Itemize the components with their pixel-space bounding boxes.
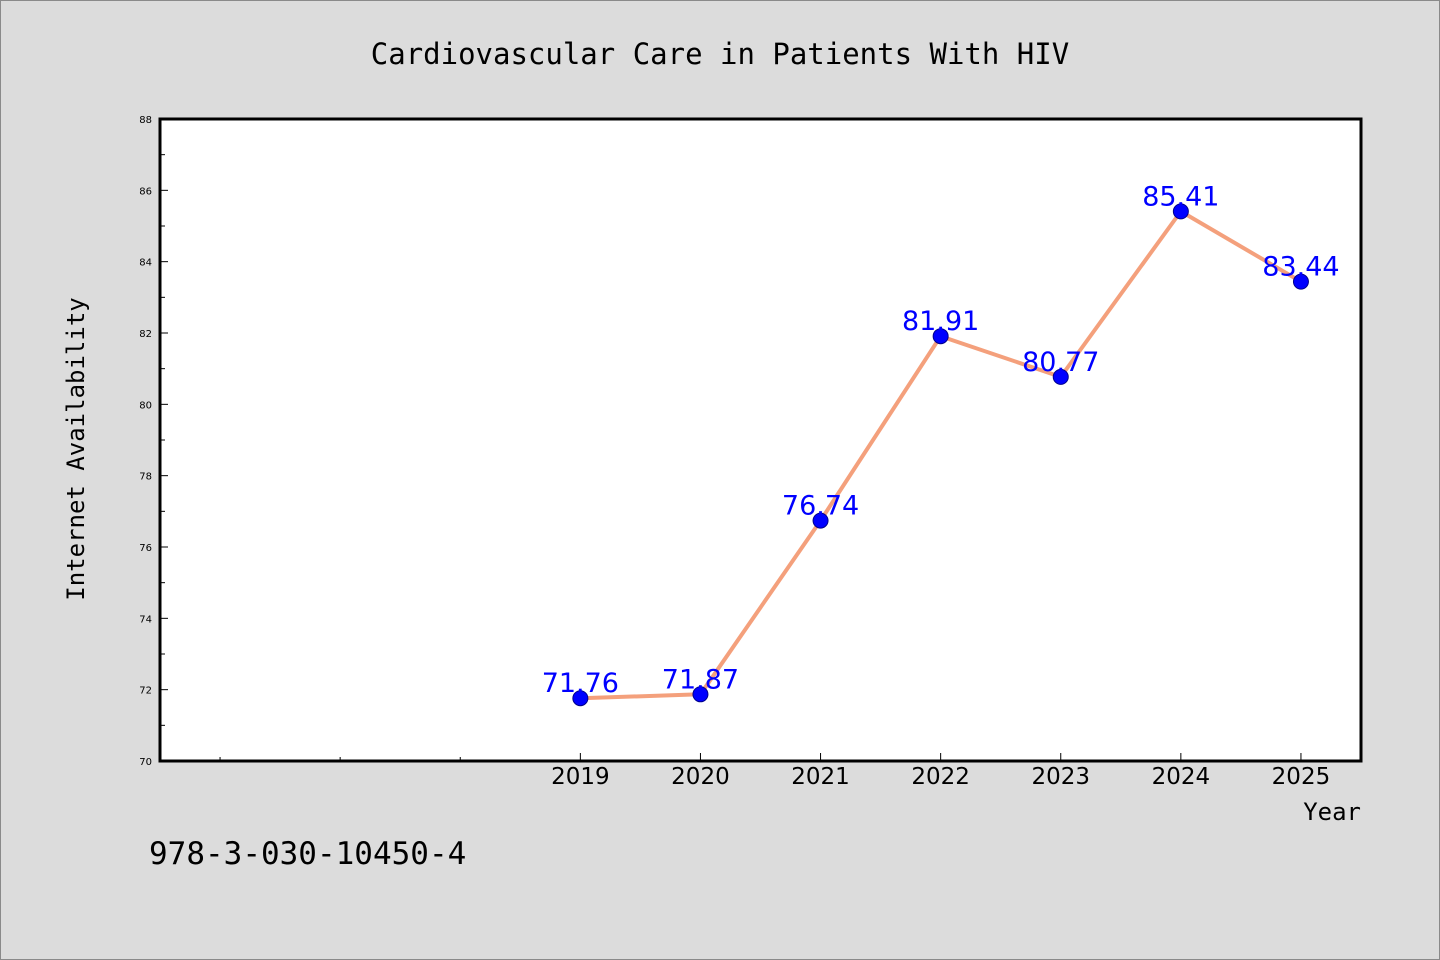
data-label: 85.41: [1142, 181, 1219, 212]
isbn-annotation: 978-3-030-10450-4: [149, 836, 466, 872]
x-tick-label: 2024: [1152, 764, 1211, 790]
x-tick-label: 2023: [1031, 764, 1090, 790]
data-label: 81.91: [902, 306, 979, 337]
series-group: 71.76 71.87 76.74 81.91 80.77 85.41 83.44: [542, 181, 1340, 707]
x-tick-label: 2020: [671, 764, 730, 790]
y-tick-label: 86: [139, 186, 152, 197]
data-label: 71.87: [662, 664, 739, 695]
x-tick-label: 2022: [911, 764, 970, 790]
data-point: [1292, 273, 1309, 290]
x-tick-label: 2021: [791, 764, 850, 790]
data-point: [572, 690, 589, 707]
data-point: [932, 328, 949, 345]
y-tick-label: 80: [139, 400, 152, 411]
data-label: 71.76: [542, 668, 619, 699]
data-point: [1052, 368, 1069, 385]
y-axis-label: Internet Availability: [62, 297, 90, 600]
plot-area: [158, 117, 1363, 763]
data-label: 80.77: [1022, 347, 1099, 378]
y-tick-label: 70: [139, 757, 152, 768]
x-tick-label: 2019: [551, 764, 610, 790]
y-tick-label: 82: [139, 329, 152, 340]
data-point: [692, 686, 709, 703]
y-tick-label: 76: [139, 543, 152, 554]
y-tick-label: 74: [139, 614, 152, 625]
y-tick-label: 88: [139, 115, 152, 126]
data-label: 76.74: [782, 491, 859, 522]
y-tick-label: 84: [139, 258, 152, 269]
x-tick-label: 2025: [1272, 764, 1331, 790]
y-tick-label: 72: [139, 686, 152, 697]
chart-title: Cardiovascular Care in Patients With HIV: [371, 37, 1069, 71]
data-label: 83.44: [1262, 252, 1339, 283]
x-axis-label: Year: [1303, 798, 1361, 826]
data-point: [812, 512, 829, 529]
y-tick-label: 78: [139, 472, 152, 483]
data-point: [1172, 203, 1189, 220]
x-axis-ticks: 2019 2020 2021 2022 2023 2024 2025: [219, 753, 1331, 790]
y-axis-ticks: 70 72 74 76 78 80 82 84 86 88: [139, 115, 168, 768]
